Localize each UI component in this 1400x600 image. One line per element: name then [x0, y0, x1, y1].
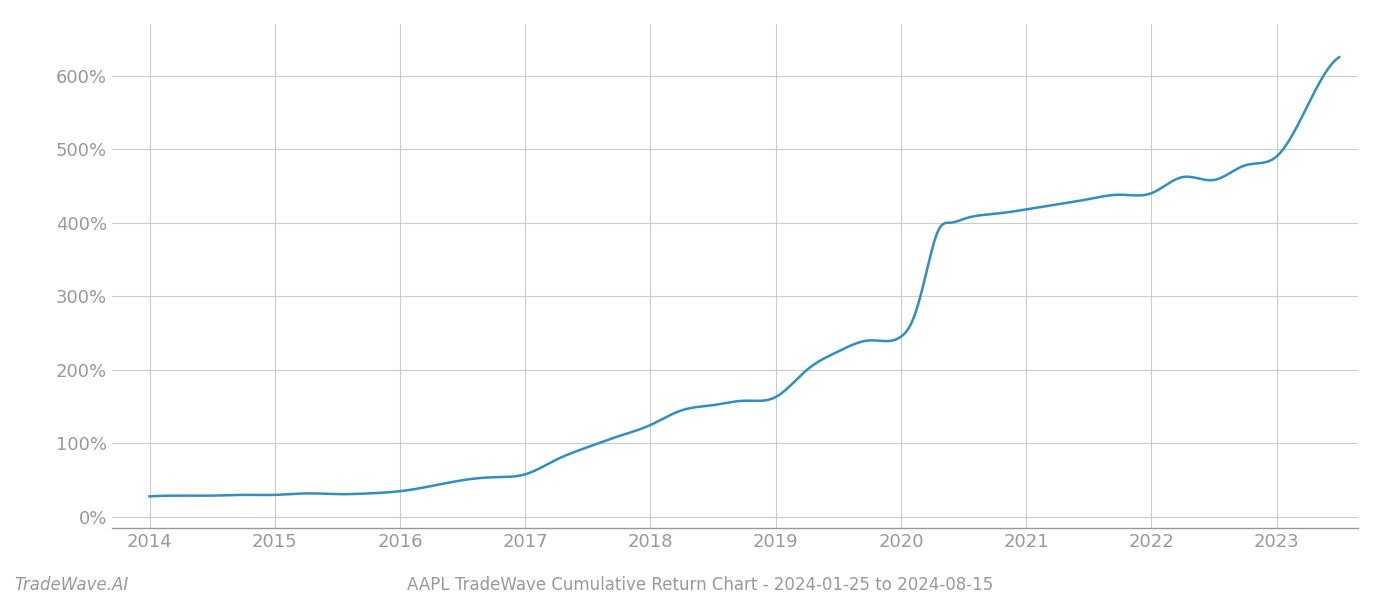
Text: AAPL TradeWave Cumulative Return Chart - 2024-01-25 to 2024-08-15: AAPL TradeWave Cumulative Return Chart -…	[407, 576, 993, 594]
Text: TradeWave.AI: TradeWave.AI	[14, 576, 129, 594]
